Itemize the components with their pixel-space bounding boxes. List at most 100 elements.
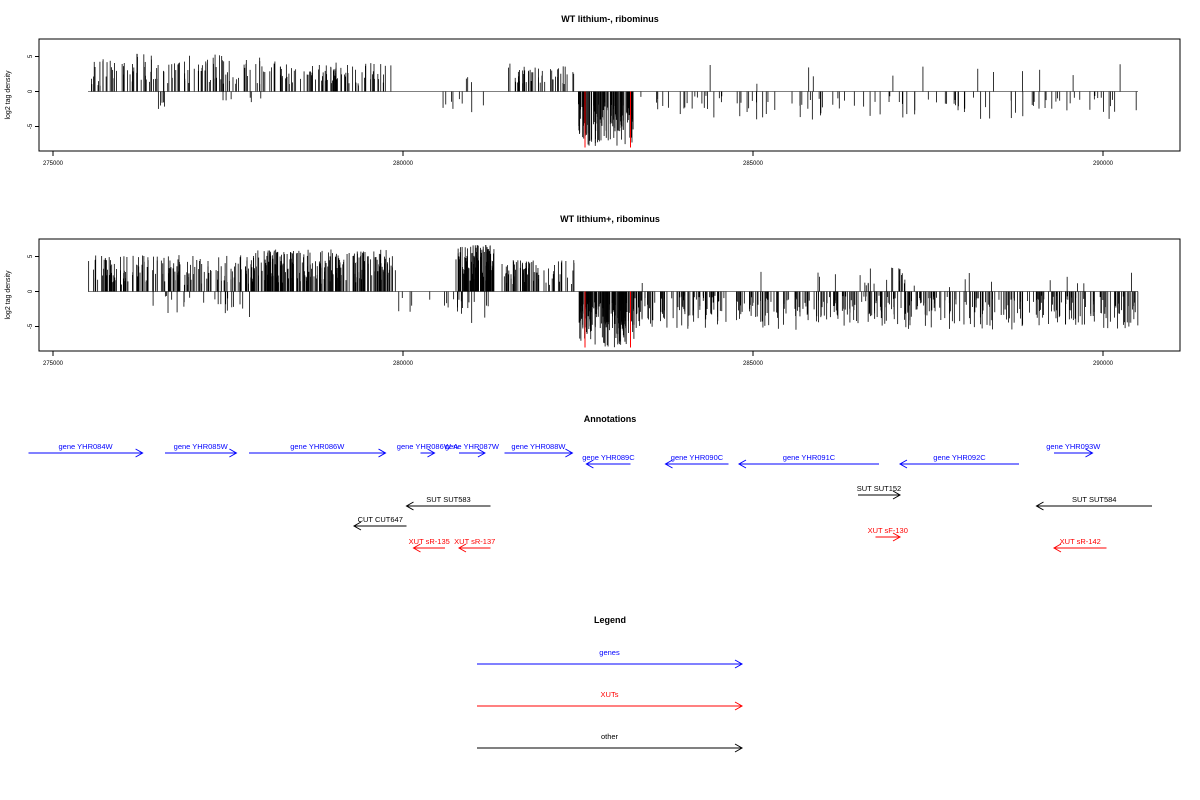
feature-gene: gene YHR090C [664,453,729,469]
feature-gene: gene YHR086W-A [397,442,458,458]
x-tick-label: 275000 [43,161,64,167]
y-tick-label: -5 [28,123,34,129]
coverage-panel-lithium-minus: WT lithium-, ribominus log2 tag density … [5,14,1181,167]
x-tick-label: 285000 [743,361,764,367]
feature-arrow-head [405,501,414,511]
feature-gene: gene YHR093W [1046,442,1101,458]
feature-label: gene YHR089C [582,453,635,462]
x-tick-label: 290000 [1093,161,1114,167]
legend: Legend genes XUTs other [477,615,744,753]
feature-arrow-head [477,448,486,458]
plot-frame [38,238,1181,352]
feature-arrow-head [892,490,902,500]
y-tick-label: 0 [28,289,34,293]
legend-arrow-head [734,743,744,753]
feature-arrow-head [737,459,747,469]
feature-label: gene YHR088W [511,442,566,451]
feature-label: CUT CUT647 [358,515,403,524]
feature-label: XUT sR-142 [1060,537,1101,546]
x-tick-label: 290000 [1093,361,1114,367]
axes: 275000 280000 285000 290000 -5 0 5 [28,254,1114,367]
plot-frame [38,38,1181,152]
feature-other: SUT SUT584 [1035,495,1152,511]
y-tick-label: 0 [28,89,34,93]
legend-label: other [601,732,619,741]
y-tick-label: 5 [28,254,34,258]
feature-arrow-head [427,448,436,458]
feature-arrow-head [1035,501,1044,511]
legend-items: genes XUTs other [477,648,744,753]
y-tick-label: -5 [28,323,34,329]
y-axis-label: log2 tag density [5,70,12,120]
feature-arrow-head [135,448,144,458]
feature-gene: gene YHR088W [504,442,574,458]
x-tick-label: 280000 [393,161,414,167]
feature-label: gene YHR084W [59,442,114,451]
feature-xut: XUT sR-137 [454,537,495,553]
feature-label: gene YHR085W [174,442,229,451]
feature-label: SUT SUT584 [1072,495,1116,504]
feature-arrow-head [457,543,467,553]
feature-arrow-head [565,448,574,458]
axes: 275000 280000 285000 290000 -5 0 5 [28,54,1114,167]
feature-arrow-head [229,448,238,458]
feature-arrow-head [898,459,908,469]
feature-label: XUT sR-135 [409,537,450,546]
legend-label: XUTs [601,690,619,699]
feature-xut: XUT sR-135 [409,537,450,553]
panel-title: WT lithium+, ribominus [560,214,660,224]
legend-arrow-head [734,701,744,711]
feature-gene: gene YHR089C [582,453,635,469]
feature-gene: gene YHR092C [898,453,1019,469]
annotations-track: Annotations gene YHR084W gene YHR085W gene… [28,414,1152,553]
feature-arrow-head [412,543,421,553]
feature-label: gene YHR086W-A [397,442,458,451]
feature-label: SUT SUT152 [857,484,901,493]
feature-label: gene YHR087W [445,442,500,451]
x-tick-label: 280000 [393,361,414,367]
feature-gene: gene YHR091C [737,453,879,469]
feature-label: SUT SUT583 [426,495,470,504]
feature-label: XUT sF-130 [868,526,908,535]
feature-label: gene YHR090C [671,453,724,462]
feature-other: SUT SUT583 [405,495,491,511]
feature-label: XUT sR-137 [454,537,495,546]
legend-arrow-head [734,659,744,669]
feature-xut: XUT sR-142 [1052,537,1107,553]
feature-label: gene YHR086W [290,442,345,451]
x-tick-label: 275000 [43,361,64,367]
feature-arrow-head [892,532,902,542]
feature-arrow-head [352,521,362,531]
feature-gene: gene YHR086W [249,442,387,458]
coverage-panel-lithium-plus: WT lithium+, ribominus log2 tag density … [5,214,1181,367]
feature-label: gene YHR093W [1046,442,1101,451]
legend-item: other [477,732,744,753]
feature-arrow-head [378,448,387,458]
feature-arrow-head [664,459,673,469]
coverage-bars [88,244,1139,348]
feature-other: SUT SUT152 [857,484,902,500]
x-tick-label: 285000 [743,161,764,167]
feature-arrow-head [1085,448,1094,458]
feature-gene: gene YHR084W [28,442,144,458]
annotations-title: Annotations [584,414,637,424]
legend-item: XUTs [477,690,744,711]
feature-other: CUT CUT647 [352,515,407,531]
y-axis-label: log2 tag density [5,270,12,320]
feature-xut: XUT sF-130 [868,526,908,542]
feature-label: gene YHR091C [783,453,836,462]
feature-arrow-head [1052,543,1062,553]
feature-gene: gene YHR085W [165,442,238,458]
y-tick-label: 5 [28,54,34,58]
feature-arrow-head [585,459,594,469]
feature-arrows: gene YHR084W gene YHR085W gene YHR086W gene… [28,442,1152,553]
legend-label: genes [599,648,620,657]
legend-item: genes [477,648,744,669]
panel-title: WT lithium-, ribominus [561,14,659,24]
coverage-bars [88,53,1138,148]
legend-title: Legend [594,615,626,625]
feature-gene: gene YHR087W [445,442,500,458]
feature-label: gene YHR092C [933,453,986,462]
